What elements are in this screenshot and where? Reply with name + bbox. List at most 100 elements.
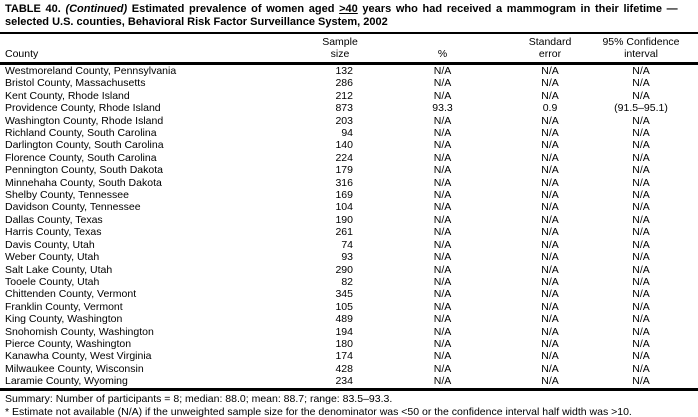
confidence-interval-cell: N/A [632, 176, 650, 189]
sample-size-cell: 286 [335, 77, 353, 90]
table-title-line1: TABLE 40. (Continued) Estimated prevalen… [5, 3, 696, 16]
county-cell: Franklin County, Vermont [5, 300, 123, 313]
county-cell: Dallas County, Texas [5, 213, 103, 226]
confidence-interval-cell: N/A [632, 89, 650, 102]
standard-error-cell: N/A [541, 151, 559, 164]
table-row: Washington County, Rhode Island 203 N/A N/A… [0, 115, 698, 127]
confidence-interval-cell: N/A [632, 238, 650, 251]
standard-error-cell: N/A [541, 201, 559, 214]
sample-size-cell: 345 [335, 288, 353, 301]
county-cell: Darlington County, South Carolina [5, 139, 164, 152]
table-row: Providence County, Rhode Island 873 93.3 0.… [0, 102, 698, 114]
standard-error-cell: N/A [541, 77, 559, 90]
table-row: Chittenden County, Vermont 345 N/A N/A N/A [0, 288, 698, 300]
percent-cell: N/A [433, 164, 452, 177]
confidence-interval-cell: N/A [632, 337, 650, 350]
confidence-interval-cell: N/A [632, 114, 650, 127]
standard-error-cell: 0.9 [542, 102, 558, 115]
standard-error-cell: N/A [541, 288, 559, 301]
percent-cell: N/A [433, 325, 452, 338]
percent-cell: N/A [433, 288, 452, 301]
table-title-line2: selected U.S. counties, Behavioral Risk … [5, 16, 388, 28]
title-text-part1: Estimated prevalence of women aged [127, 3, 340, 15]
county-cell: Shelby County, Tennessee [5, 189, 129, 202]
standard-error-cell: N/A [541, 275, 559, 288]
table-row: Salt Lake County, Utah 290 N/A N/A N/A [0, 264, 698, 276]
standard-error-cell: N/A [541, 350, 559, 363]
table-row: Darlington County, South Carolina 140 N/A N… [0, 139, 698, 151]
confidence-interval-cell: N/A [632, 375, 650, 388]
percent-cell: 93.3 [432, 102, 453, 115]
standard-error-cell: N/A [541, 362, 559, 375]
table-row: Florence County, South Carolina 224 N/A N/A… [0, 152, 698, 164]
county-cell: Salt Lake County, Utah [5, 263, 113, 276]
percent-cell: N/A [433, 300, 452, 313]
sample-size-cell: 82 [341, 275, 353, 288]
sample-size-cell: 105 [335, 300, 353, 313]
percent-cell: N/A [433, 313, 452, 326]
sample-size-cell: 104 [335, 201, 353, 214]
sample-size-cell: 212 [335, 89, 353, 102]
sample-size-cell: 169 [335, 189, 353, 202]
title-text-part2: years who had received a mammogram in th… [357, 3, 678, 15]
percent-cell: N/A [433, 337, 452, 350]
table-title: TABLE 40. (Continued) Estimated prevalen… [0, 0, 698, 34]
county-cell: Florence County, South Carolina [5, 151, 157, 164]
percent-cell: N/A [433, 350, 452, 363]
percent-cell: N/A [433, 114, 452, 127]
col-header-standard-error: Standard error [500, 34, 600, 65]
county-cell: Laramie County, Wyoming [5, 375, 128, 388]
percent-cell: N/A [433, 238, 452, 251]
percent-cell: N/A [433, 77, 452, 90]
county-cell: Tooele County, Utah [5, 275, 100, 288]
standard-error-cell: N/A [541, 89, 559, 102]
percent-cell: N/A [433, 89, 452, 102]
standard-error-cell: N/A [541, 375, 559, 388]
table-row: Tooele County, Utah 82 N/A N/A N/A [0, 276, 698, 288]
county-cell: Pierce County, Washington [5, 337, 132, 350]
county-cell: Harris County, Texas [5, 226, 102, 239]
table-row: Pennington County, South Dakota 179 N/A N/A… [0, 164, 698, 176]
standard-error-cell: N/A [541, 313, 559, 326]
confidence-interval-cell: N/A [632, 201, 650, 214]
confidence-interval-cell: N/A [632, 325, 650, 338]
percent-cell: N/A [433, 251, 452, 264]
county-cell: Westmoreland County, Pennsylvania [5, 65, 177, 77]
sample-size-cell: 194 [335, 325, 353, 338]
county-cell: Minnehaha County, South Dakota [5, 176, 162, 189]
percent-cell: N/A [433, 201, 452, 214]
percent-cell: N/A [433, 375, 452, 388]
standard-error-cell: N/A [541, 164, 559, 177]
standard-error-cell: N/A [541, 127, 559, 140]
confidence-interval-cell: N/A [632, 226, 650, 239]
continued-label: (Continued) [60, 3, 128, 15]
sample-size-cell: 74 [341, 238, 353, 251]
confidence-interval-cell: N/A [632, 77, 650, 90]
confidence-interval-cell: N/A [632, 189, 650, 202]
county-cell: Snohomish County, Washington [5, 325, 154, 338]
col-header-percent: % [385, 34, 500, 65]
confidence-interval-cell: N/A [632, 127, 650, 140]
table-row: Milwaukee County, Wisconsin 428 N/A N/A N/A [0, 363, 698, 375]
table-row: Dallas County, Texas 190 N/A N/A N/A [0, 214, 698, 226]
confidence-interval-cell: N/A [632, 362, 650, 375]
county-cell: King County, Washington [5, 313, 123, 326]
confidence-interval-cell: N/A [632, 164, 650, 177]
footnote: * Estimate not available (N/A) if the un… [5, 405, 632, 417]
sample-size-cell: 234 [335, 375, 353, 388]
table-row: Weber County, Utah 93 N/A N/A N/A [0, 251, 698, 263]
standard-error-cell: N/A [541, 226, 559, 239]
sample-size-cell: 203 [335, 114, 353, 127]
standard-error-cell: N/A [541, 337, 559, 350]
percent-cell: N/A [433, 139, 452, 152]
table-body: Westmoreland County, Pennsylvania 132 N/A N… [0, 64, 698, 390]
age-threshold: >40 [339, 3, 358, 15]
table-row: Westmoreland County, Pennsylvania 132 N/A N… [0, 64, 698, 78]
standard-error-cell: N/A [541, 139, 559, 152]
county-cell: Richland County, South Carolina [5, 127, 157, 140]
standard-error-cell: N/A [541, 251, 559, 264]
confidence-interval-cell: N/A [632, 213, 650, 226]
confidence-interval-cell: (91.5–95.1) [614, 102, 668, 115]
table-row: King County, Washington 489 N/A N/A N/A [0, 313, 698, 325]
